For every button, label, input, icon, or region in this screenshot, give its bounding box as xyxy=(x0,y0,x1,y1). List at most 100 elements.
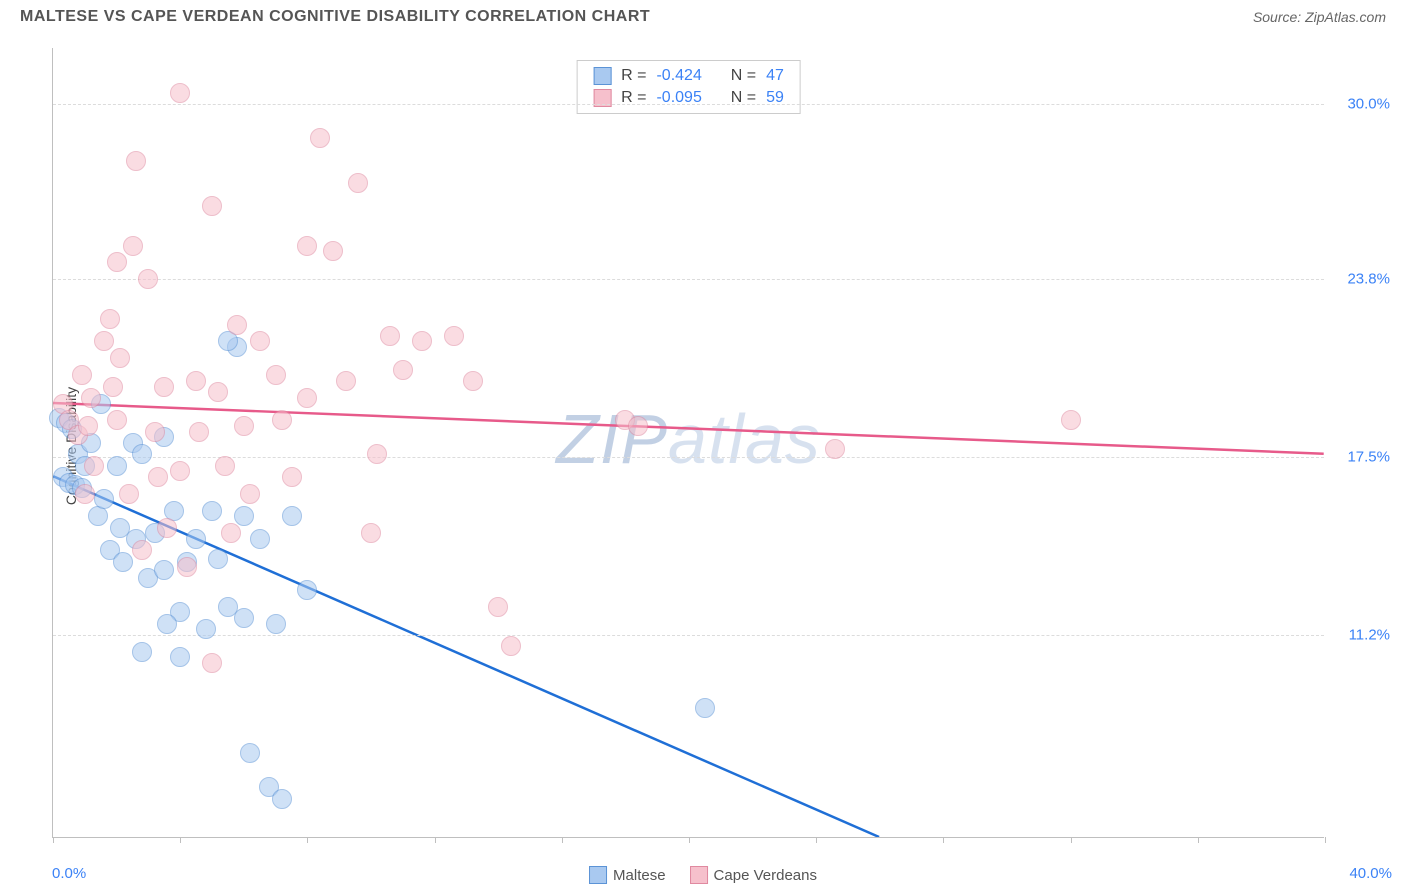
x-tick xyxy=(53,837,54,843)
scatter-point xyxy=(107,410,127,430)
scatter-point xyxy=(94,331,114,351)
scatter-point xyxy=(234,608,254,628)
gridline xyxy=(53,104,1324,105)
scatter-point xyxy=(695,698,715,718)
scatter-point xyxy=(132,642,152,662)
x-tick xyxy=(1198,837,1199,843)
x-tick xyxy=(307,837,308,843)
scatter-point xyxy=(250,529,270,549)
legend-swatch-icon xyxy=(593,67,611,85)
scatter-point xyxy=(380,326,400,346)
y-tick-label: 11.2% xyxy=(1349,626,1390,643)
scatter-point xyxy=(107,252,127,272)
scatter-point xyxy=(110,348,130,368)
scatter-point xyxy=(282,467,302,487)
scatter-point xyxy=(189,422,209,442)
scatter-point xyxy=(323,241,343,261)
scatter-point xyxy=(208,382,228,402)
scatter-point xyxy=(78,416,98,436)
source-label: Source: ZipAtlas.com xyxy=(1253,9,1386,25)
scatter-point xyxy=(272,410,292,430)
scatter-point xyxy=(361,523,381,543)
x-tick xyxy=(180,837,181,843)
legend-item: Cape Verdeans xyxy=(690,866,817,884)
scatter-point xyxy=(367,444,387,464)
scatter-point xyxy=(154,560,174,580)
scatter-point xyxy=(170,83,190,103)
legend-swatch-icon xyxy=(690,866,708,884)
scatter-point xyxy=(463,371,483,391)
legend-swatch-icon xyxy=(589,866,607,884)
scatter-point xyxy=(825,439,845,459)
scatter-point xyxy=(282,506,302,526)
scatter-point xyxy=(266,365,286,385)
scatter-point xyxy=(100,309,120,329)
stats-box: R = -0.424 N = 47R = -0.095 N = 59 xyxy=(576,60,801,114)
scatter-point xyxy=(72,365,92,385)
scatter-point xyxy=(297,388,317,408)
scatter-point xyxy=(123,236,143,256)
scatter-point xyxy=(157,614,177,634)
x-axis-min-label: 0.0% xyxy=(52,865,86,882)
scatter-point xyxy=(393,360,413,380)
regression-lines xyxy=(53,48,1324,837)
scatter-point xyxy=(84,456,104,476)
scatter-point xyxy=(145,422,165,442)
scatter-point xyxy=(154,377,174,397)
scatter-point xyxy=(202,653,222,673)
scatter-point xyxy=(215,456,235,476)
scatter-point xyxy=(186,371,206,391)
x-tick xyxy=(435,837,436,843)
scatter-point xyxy=(227,315,247,335)
scatter-point xyxy=(250,331,270,351)
chart-plot-area: ZIPatlas R = -0.424 N = 47R = -0.095 N =… xyxy=(52,48,1324,838)
stat-row: R = -0.424 N = 47 xyxy=(593,65,784,87)
gridline xyxy=(53,635,1324,636)
scatter-point xyxy=(132,444,152,464)
scatter-point xyxy=(266,614,286,634)
scatter-point xyxy=(1061,410,1081,430)
scatter-point xyxy=(75,484,95,504)
y-tick-label: 30.0% xyxy=(1347,96,1390,113)
x-tick xyxy=(1071,837,1072,843)
stat-row: R = -0.095 N = 59 xyxy=(593,87,784,109)
scatter-point xyxy=(113,552,133,572)
scatter-point xyxy=(170,461,190,481)
gridline xyxy=(53,457,1324,458)
scatter-point xyxy=(240,743,260,763)
x-tick xyxy=(943,837,944,843)
x-tick xyxy=(1325,837,1326,843)
scatter-point xyxy=(412,331,432,351)
scatter-point xyxy=(119,484,139,504)
scatter-point xyxy=(488,597,508,617)
gridline xyxy=(53,279,1324,280)
y-tick-label: 17.5% xyxy=(1347,449,1390,466)
scatter-point xyxy=(170,647,190,667)
bottom-legend: Maltese Cape Verdeans xyxy=(589,866,817,884)
scatter-point xyxy=(240,484,260,504)
scatter-point xyxy=(208,549,228,569)
scatter-point xyxy=(132,540,152,560)
scatter-point xyxy=(81,388,101,408)
x-tick xyxy=(689,837,690,843)
scatter-point xyxy=(297,236,317,256)
scatter-point xyxy=(336,371,356,391)
watermark: ZIPatlas xyxy=(556,399,821,479)
scatter-point xyxy=(234,416,254,436)
scatter-point xyxy=(501,636,521,656)
x-axis-max-label: 40.0% xyxy=(1349,865,1392,882)
x-tick xyxy=(816,837,817,843)
scatter-point xyxy=(202,501,222,521)
scatter-point xyxy=(272,789,292,809)
scatter-point xyxy=(234,506,254,526)
scatter-point xyxy=(148,467,168,487)
scatter-point xyxy=(186,529,206,549)
scatter-point xyxy=(107,456,127,476)
scatter-point xyxy=(297,580,317,600)
scatter-point xyxy=(103,377,123,397)
scatter-point xyxy=(348,173,368,193)
scatter-point xyxy=(202,196,222,216)
scatter-point xyxy=(310,128,330,148)
legend-item: Maltese xyxy=(589,866,666,884)
y-tick-label: 23.8% xyxy=(1347,271,1390,288)
